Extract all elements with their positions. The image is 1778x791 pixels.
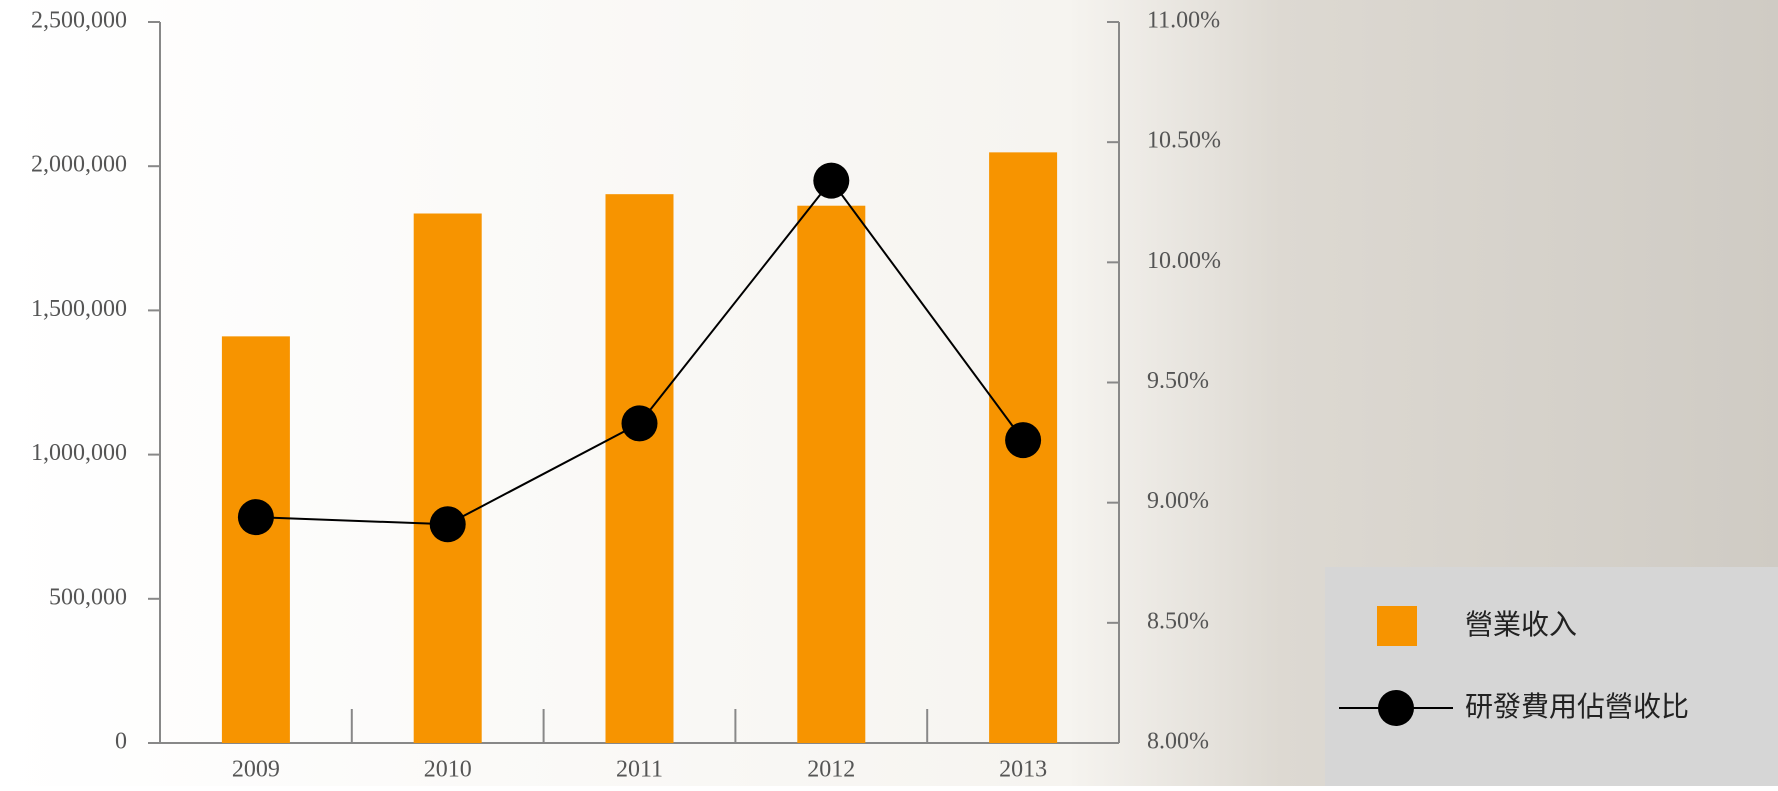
line-marker: [1005, 422, 1041, 458]
y-tick-label: 1,000,000: [31, 440, 127, 466]
y-tick-label: 2,500,000: [31, 8, 127, 34]
legend-label: 研發費用佔營收比: [1465, 690, 1689, 723]
y2-tick-label: 8.50%: [1147, 608, 1209, 634]
y-tick-label: 1,500,000: [31, 296, 127, 322]
x-tick-label: 2011: [616, 757, 663, 783]
bar: [797, 206, 865, 743]
chart: 0 500,000 1,000,000 1,500,000 2,000,000 2,500…: [0, 0, 1778, 786]
line-marker: [430, 506, 466, 542]
line-marker: [238, 499, 274, 535]
y2-tick-label: 9.50%: [1147, 368, 1209, 394]
y2-tick-label: 9.00%: [1147, 488, 1209, 514]
x-tick-label: 2012: [807, 757, 855, 783]
x-tick-label: 2010: [424, 757, 472, 783]
bar: [414, 213, 482, 743]
bar: [606, 194, 674, 743]
x-tick-label: 2009: [232, 757, 280, 783]
y2-tick-label: 10.00%: [1147, 248, 1221, 274]
legend-box: [1325, 567, 1778, 786]
page: 0 500,000 1,000,000 1,500,000 2,000,000 2,500…: [0, 0, 1778, 786]
legend-marker: [1378, 690, 1414, 726]
y2-tick-label: 10.50%: [1147, 128, 1221, 154]
y2-tick-label: 8.00%: [1147, 729, 1209, 755]
y-tick-label: 2,000,000: [31, 152, 127, 178]
legend-swatch: [1377, 606, 1417, 646]
line-marker: [622, 405, 658, 441]
y-tick-label: 500,000: [49, 584, 127, 610]
y-tick-label: 0: [115, 729, 127, 755]
x-tick-label: 2013: [999, 757, 1047, 783]
y2-tick-label: 11.00%: [1147, 8, 1220, 34]
bar: [222, 336, 290, 743]
legend-label: 營業收入: [1465, 608, 1577, 641]
line-marker: [813, 163, 849, 199]
